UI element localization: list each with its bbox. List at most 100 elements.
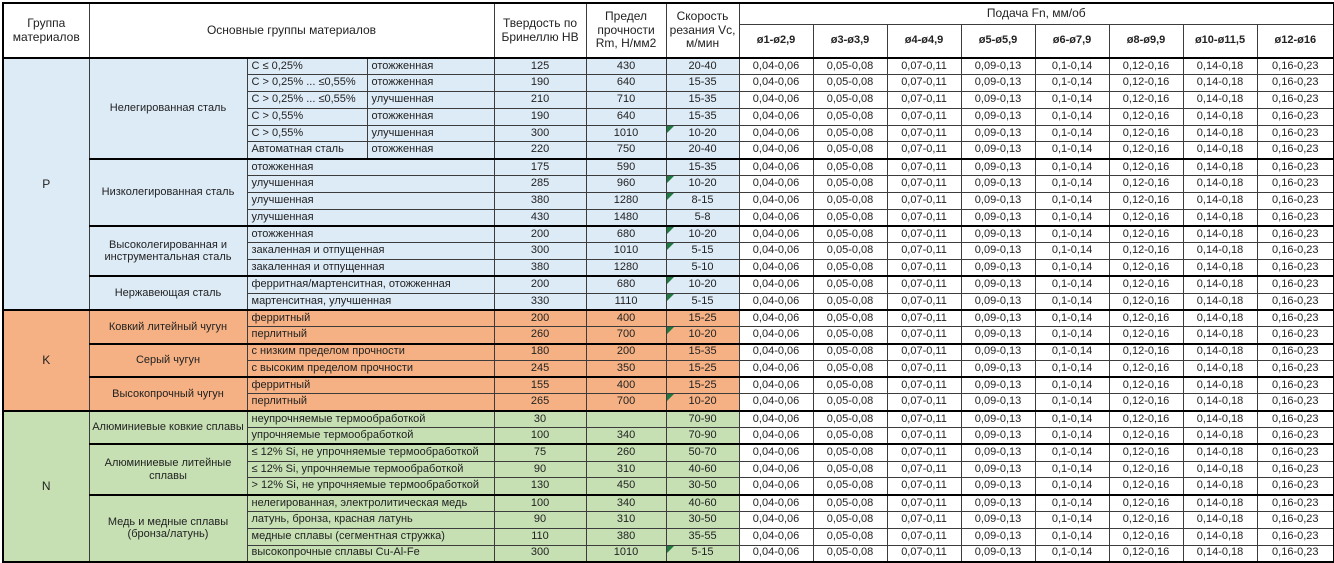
table-row: перлитный 265 700 10-20 0,04-0,06 0,05-0,08 0,… [3,393,1334,412]
feed-value: 0,09-0,13 [960,107,1036,126]
rm-value: 1110 [585,292,667,311]
feed-value: 0,04-0,06 [738,191,814,210]
feed-value: 0,16-0,23 [1256,175,1334,193]
feed-value: 0,16-0,23 [1256,191,1334,210]
vc-value: 15-25 [665,376,740,395]
feed-value: 0,05-0,08 [812,493,888,513]
feed-value: 0,12-0,16 [1108,544,1184,563]
feed-value: 0,09-0,13 [960,175,1036,193]
feed-value: 0,14-0,18 [1182,107,1258,126]
vc-value: 10-20 [665,275,740,294]
hb-value: 285 [493,175,587,193]
feed-value: 0,05-0,08 [812,544,888,563]
feed-value: 0,12-0,16 [1108,511,1184,529]
material-desc: перлитный [246,393,495,412]
table-row: Серый чугун с низким пределом прочности 18… [3,342,1334,378]
vc-value: 5-15 [665,544,740,563]
feed-value: 0,09-0,13 [960,242,1036,261]
feed-value: 0,07-0,11 [886,427,962,445]
material-subgroup-name: Ковкий литейный чугун [88,308,248,345]
feed-value: 0,09-0,13 [960,208,1036,227]
rm-value: 700 [585,393,667,412]
material-subgroup-name: Нержавеющая сталь [88,275,248,311]
feed-value: 0,16-0,23 [1256,460,1334,479]
comment-flag-icon [667,227,674,234]
material-desc: ≤ 12% Si, упрочняемые термообработкой [246,460,495,479]
material-desc: упрочняемые термообработкой [246,427,495,445]
material-state: отожженная [366,107,495,126]
hb-value: 380 [493,259,587,277]
feed-value: 0,1-0,14 [1034,91,1110,109]
material-desc: неупрочняемые термообработкой [246,409,495,429]
rm-value: 340 [585,427,667,445]
hb-value: 90 [493,511,587,529]
material-subgroup-name: Медь и медные сплавы (бронза/латунь) [88,493,248,563]
material-desc: закаленная и отпущенная [246,259,495,277]
feed-value: 0,1-0,14 [1034,511,1110,529]
material-desc: с низким пределом прочности [246,342,495,361]
vc-value: 10-20 [665,124,740,143]
feed-value: 0,12-0,16 [1108,376,1184,395]
feed-value: 0,12-0,16 [1108,141,1184,160]
vc-value: 15-25 [665,308,740,328]
comment-flag-icon [667,327,674,335]
feed-value: 0,09-0,13 [960,308,1036,328]
feed-value: 0,05-0,08 [812,460,888,479]
rm-value: 310 [585,460,667,479]
rm-value: 400 [585,308,667,328]
material-subgroup-name: Низколегированная сталь [88,157,248,227]
feed-value: 0,16-0,23 [1256,527,1334,546]
hb-value: 210 [493,91,587,109]
feed-value: 0,04-0,06 [738,359,814,378]
feed-value: 0,16-0,23 [1256,124,1334,143]
feed-value: 0,09-0,13 [960,91,1036,109]
feed-value: 0,12-0,16 [1108,224,1184,244]
material-subgroup-name: Серый чугун [88,342,248,378]
table-row: закаленная и отпущенная 300 1010 5-15 0,04-0… [3,242,1334,261]
feed-value: 0,05-0,08 [812,376,888,395]
comment-flag-icon [667,394,674,402]
feed-value: 0,1-0,14 [1034,292,1110,311]
feed-value: 0,1-0,14 [1034,157,1110,177]
material-desc: Автоматная сталь [246,141,368,160]
comment-flag-icon [667,193,674,200]
feed-value: 0,1-0,14 [1034,493,1110,513]
hb-value: 180 [493,342,587,361]
hb-value: 30 [493,409,587,429]
table-row: Нержавеющая сталь ферритная/мартенситная,… [3,275,1334,311]
feed-value: 0,09-0,13 [960,443,1036,462]
feed-value: 0,1-0,14 [1034,107,1110,126]
feed-value: 0,16-0,23 [1256,224,1334,244]
material-desc: ферритная/мартенситная, отожженная [246,275,495,294]
material-desc: C ≤ 0,25% [246,57,368,76]
feed-value: 0,16-0,23 [1256,409,1334,429]
header-feed-d7: ø10-ø11,5 [1182,23,1258,59]
feed-value: 0,05-0,08 [812,511,888,529]
material-state: улучшенная [366,124,495,143]
feed-value: 0,1-0,14 [1034,208,1110,227]
feed-value: 0,07-0,11 [886,292,962,311]
feed-value: 0,14-0,18 [1182,527,1258,546]
vc-value: 40-60 [665,460,740,479]
feed-value: 0,1-0,14 [1034,74,1110,93]
feed-value: 0,04-0,06 [738,175,814,193]
feed-value: 0,09-0,13 [960,376,1036,395]
hb-value: 430 [493,208,587,227]
rm-value: 960 [585,175,667,193]
material-desc: перлитный [246,326,495,345]
feed-value: 0,1-0,14 [1034,443,1110,462]
feed-value: 0,05-0,08 [812,242,888,261]
feed-value: 0,04-0,06 [738,376,814,395]
table-body: P Нелегированная сталь C ≤ 0,25% отожженная… [2,57,1334,563]
feed-value: 0,07-0,11 [886,157,962,177]
feed-value: 0,16-0,23 [1256,292,1334,311]
rm-value: 750 [585,141,667,160]
feed-value: 0,07-0,11 [886,308,962,328]
feed-value: 0,16-0,23 [1256,259,1334,277]
feed-value: 0,04-0,06 [738,477,814,496]
feed-value: 0,16-0,23 [1256,57,1334,76]
material-desc: латунь, бронза, красная латунь [246,511,495,529]
feed-value: 0,12-0,16 [1108,342,1184,361]
table-row: латунь, бронза, красная латунь 90 310 30-50… [3,511,1334,529]
feed-value: 0,07-0,11 [886,175,962,193]
